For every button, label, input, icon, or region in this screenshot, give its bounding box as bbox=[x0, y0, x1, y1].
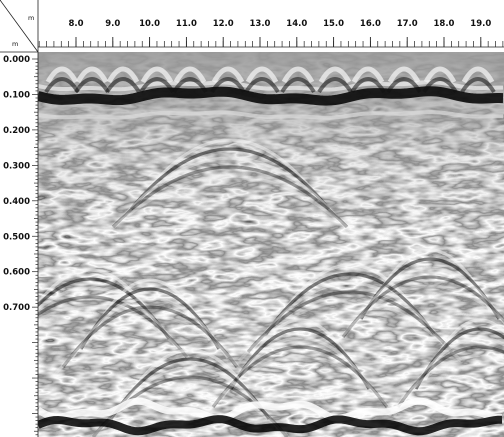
surface-reflection-light bbox=[38, 80, 504, 92]
diffraction-hyperbola bbox=[246, 290, 454, 354]
surface-bump bbox=[423, 66, 457, 84]
diffraction-hyperbola bbox=[396, 345, 504, 408]
surface-bump-shadow bbox=[74, 77, 110, 94]
y-tick-label: 0.000 bbox=[3, 55, 30, 65]
surface-bump bbox=[351, 66, 385, 84]
diffraction-hyperbola bbox=[120, 156, 340, 220]
surface-bump-shadow bbox=[350, 77, 386, 94]
surface-bump-shadow bbox=[44, 77, 80, 94]
surface-bump-shadow bbox=[139, 77, 175, 94]
x-tick-label: 14.0 bbox=[286, 19, 307, 29]
diffraction-hyperbola bbox=[118, 348, 262, 411]
diffraction-hyperbola bbox=[359, 257, 501, 320]
diffraction-hyperbola bbox=[264, 272, 436, 335]
x-tick-label: 15.0 bbox=[323, 19, 344, 29]
diffraction-hyperbola bbox=[38, 295, 189, 359]
diffraction-hyperbola bbox=[238, 318, 362, 381]
diffraction-hyperbola bbox=[138, 138, 322, 201]
diffraction-hyperbola bbox=[350, 266, 504, 329]
radargram-image[interactable] bbox=[0, 52, 504, 437]
y-tick-label: 0.100 bbox=[3, 90, 30, 100]
deep-reflection-dark bbox=[38, 415, 503, 436]
surface-bump-shadow bbox=[105, 77, 141, 94]
surface-bump bbox=[45, 66, 79, 84]
diffraction-hyperbola bbox=[368, 248, 492, 311]
diffraction-hyperbola bbox=[38, 277, 171, 340]
x-tick-label: 17.0 bbox=[397, 19, 418, 29]
diffraction-hyperbola bbox=[109, 357, 271, 420]
y-axis-unit: m bbox=[12, 40, 18, 48]
surface-bump bbox=[106, 66, 140, 84]
surface-bump-shadow bbox=[244, 77, 280, 94]
y-tick-label: 0.200 bbox=[3, 126, 30, 136]
x-tick-label: 11.0 bbox=[176, 19, 197, 29]
x-tick-label: 18.0 bbox=[434, 19, 455, 29]
x-tick-label: 12.0 bbox=[213, 19, 234, 29]
diffraction-hyperbola bbox=[102, 174, 358, 238]
diffraction-hyperbola bbox=[414, 327, 504, 390]
diffraction-hyperbola bbox=[220, 336, 380, 399]
x-tick-label: 8.0 bbox=[68, 19, 83, 29]
surface-bump-shadow bbox=[386, 77, 422, 94]
surface-bump-shadow bbox=[172, 77, 208, 94]
x-tick-label: 13.0 bbox=[250, 19, 271, 29]
diffraction-hyperbola bbox=[88, 278, 212, 341]
surface-bump bbox=[461, 66, 495, 84]
x-axis: 8.0 9.0 10.0 11.0 12.0 13.0 14.0 15.0 16.0 17.0 18… bbox=[38, 19, 504, 48]
diffraction-hyperbola bbox=[341, 275, 504, 338]
surface-bump bbox=[245, 66, 279, 84]
x-axis-unit: m bbox=[28, 14, 34, 22]
diffraction-hyperbola bbox=[111, 165, 349, 229]
surface-bump-shadow bbox=[422, 77, 458, 94]
diffraction-hyperbola bbox=[405, 336, 504, 399]
y-tick-label: 0.300 bbox=[3, 161, 30, 171]
surface-reflection-secondary bbox=[38, 110, 504, 120]
x-tick-label: 19.0 bbox=[470, 19, 491, 29]
diffraction-hyperbola bbox=[255, 281, 445, 344]
diffraction-hyperbola bbox=[387, 354, 504, 417]
y-tick-label: 0.700 bbox=[3, 303, 30, 313]
diffraction-hyperbola bbox=[79, 287, 221, 350]
diffraction-hyperbola bbox=[211, 345, 389, 408]
x-tick-label: 9.0 bbox=[105, 19, 120, 29]
diffraction-hyperbola bbox=[38, 304, 198, 368]
surface-bump-shadow bbox=[317, 77, 353, 94]
diffraction-hyperbola bbox=[237, 299, 463, 363]
diffraction-hyperbola bbox=[229, 327, 371, 390]
y-tick-label: 0.500 bbox=[3, 232, 30, 242]
diffraction-hyperbola bbox=[61, 305, 239, 368]
diffraction-hyperbola bbox=[70, 296, 230, 359]
diffraction-hyperbola bbox=[52, 314, 248, 378]
deep-reflection-light bbox=[38, 397, 503, 422]
surface-bump bbox=[173, 66, 207, 84]
x-tick-label: 16.0 bbox=[360, 19, 381, 29]
surface-bump bbox=[281, 66, 315, 84]
y-axis: 0.000 0.100 0.200 0.300 0.400 0.500 0.600 0.700 bbox=[3, 52, 39, 437]
diffraction-hyperbola bbox=[423, 318, 504, 381]
surface-bump bbox=[318, 66, 352, 84]
diffraction-hyperbola bbox=[332, 284, 504, 348]
surface-bump bbox=[211, 66, 245, 84]
surface-bump bbox=[387, 66, 421, 84]
surface-bump bbox=[140, 66, 174, 84]
diffraction-hyperbola bbox=[38, 268, 162, 331]
y-tick-label: 0.600 bbox=[3, 268, 30, 278]
surface-bump-shadow bbox=[210, 77, 246, 94]
diffraction-hyperbola bbox=[90, 384, 290, 437]
y-tick-label: 0.400 bbox=[3, 197, 30, 207]
surface-bump-shadow bbox=[460, 77, 496, 94]
diffraction-hyperbola bbox=[38, 286, 180, 349]
surface-bump-shadow bbox=[280, 77, 316, 94]
corner-box: m m bbox=[0, 0, 39, 53]
diffraction-hyperbola bbox=[129, 147, 331, 211]
x-tick-label: 10.0 bbox=[139, 19, 160, 29]
diffraction-hyperbola bbox=[202, 354, 398, 418]
diffraction-hyperbola bbox=[273, 263, 427, 326]
surface-bump bbox=[75, 66, 109, 84]
